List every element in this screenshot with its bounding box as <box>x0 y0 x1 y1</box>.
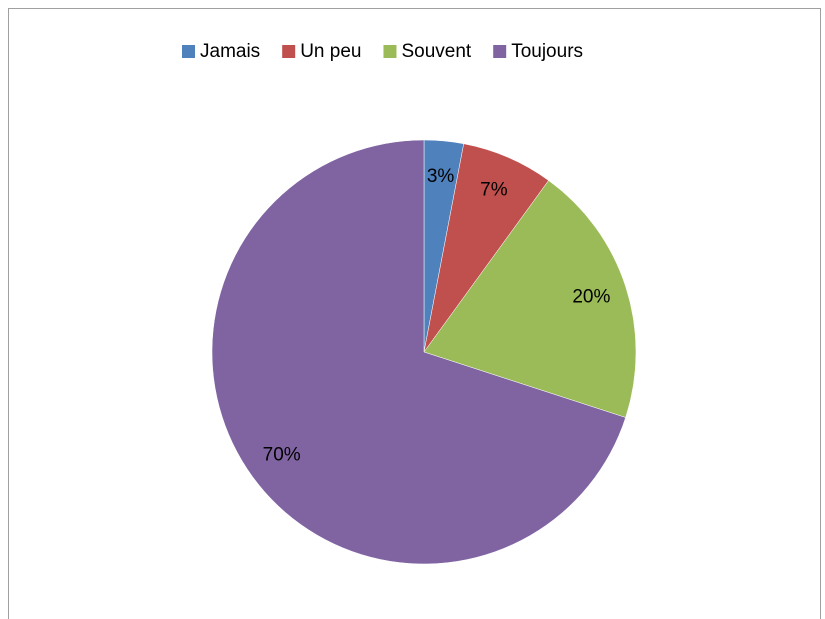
legend-swatch <box>182 45 195 58</box>
data-label: 3% <box>427 166 455 187</box>
legend-label: Souvent <box>401 41 471 62</box>
data-label: 20% <box>572 287 610 308</box>
pie-slice <box>423 180 637 418</box>
legend-label: Jamais <box>200 41 260 62</box>
pie-slice <box>211 139 626 565</box>
legend-swatch <box>383 45 397 58</box>
legend-label: Un peu <box>300 41 361 62</box>
chart-border <box>8 8 821 619</box>
legend-label: Toujours <box>511 41 583 62</box>
data-label: 70% <box>263 444 301 465</box>
legend-swatch <box>493 45 507 58</box>
legend-swatch <box>282 45 296 58</box>
data-label: 7% <box>480 180 508 201</box>
